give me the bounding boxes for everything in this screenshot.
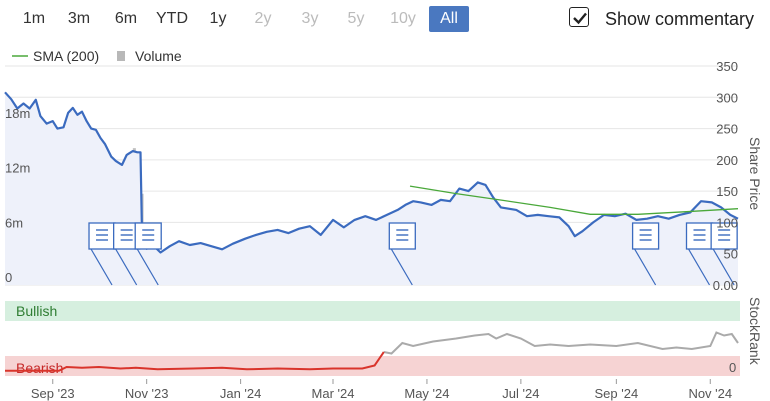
stockrank-axis-tick: 0	[729, 360, 736, 375]
document-icon	[142, 229, 155, 241]
commentary-marker	[88, 222, 116, 250]
range-button-all[interactable]: All	[429, 6, 469, 32]
price-tick-label: 350	[716, 59, 738, 74]
volume-legend-swatch	[117, 51, 125, 61]
range-button-ytd[interactable]: YTD	[156, 10, 188, 27]
commentary-markers	[88, 222, 738, 286]
sma-legend-label: SMA (200)	[33, 48, 99, 64]
price-tick-label: 200	[716, 153, 738, 168]
bullish-band	[5, 301, 740, 321]
x-tick-label: Sep '23	[31, 386, 75, 401]
x-tick-label: Mar '24	[312, 386, 355, 401]
volume-tick-label: 12m	[5, 161, 30, 176]
range-toolbar: 1m 3m 6m YTD 1y 2y 3y 5y 10y All Show co…	[0, 0, 770, 38]
bearish-label: Bearish	[16, 360, 63, 376]
price-tick-label: 150	[716, 184, 738, 199]
share-price-axis-label: Share Price	[747, 137, 763, 210]
range-button-10y[interactable]: 10y	[390, 10, 416, 27]
marker-pointer	[115, 248, 138, 286]
marker-pointer	[634, 248, 657, 286]
price-tick-label: 0.00	[713, 278, 738, 293]
marker-pointer	[712, 248, 735, 286]
range-button-1m[interactable]: 1m	[22, 10, 46, 27]
range-button-3m[interactable]: 3m	[67, 10, 91, 27]
marker-pointer	[687, 248, 711, 286]
stockrank-axis-label: StockRank	[747, 297, 763, 366]
document-icon	[693, 229, 706, 241]
marker-pointer	[390, 248, 413, 286]
show-commentary-label: Show commentary	[605, 9, 755, 29]
x-tick-label: Jan '24	[220, 386, 262, 401]
commentary-marker	[134, 222, 162, 250]
x-tick-label: Jul '24	[502, 386, 539, 401]
volume-axis-ticks: 18m 12m 6m 0	[5, 106, 30, 285]
checkmark-icon	[573, 12, 587, 25]
x-tick-label: Sep '24	[595, 386, 639, 401]
price-tick-label: 50	[724, 247, 738, 262]
range-button-1y[interactable]: 1y	[209, 10, 227, 27]
x-tick-label: Nov '24	[688, 386, 732, 401]
marker-pointer	[136, 248, 159, 286]
volume-tick-label: 18m	[5, 106, 30, 121]
price-tick-label: 100	[716, 215, 738, 230]
x-axis-ticks: Sep '23 Nov '23 Jan '24 Mar '24 May '24 Jul '…	[31, 379, 732, 401]
document-icon	[120, 229, 133, 241]
stockrank-line	[383, 331, 739, 355]
price-panel: 350 300 250 200 150 100 50 0.00 18m 12m 6m 0 Share…	[4, 59, 763, 293]
volume-tick-label: 0	[5, 270, 12, 285]
share-price-area	[5, 92, 738, 285]
commentary-marker	[685, 222, 714, 250]
commentary-marker	[710, 222, 738, 250]
price-tick-label: 250	[716, 122, 738, 137]
marker-pointer	[90, 248, 113, 286]
commentary-checkbox[interactable]	[569, 7, 589, 27]
document-icon	[96, 229, 109, 241]
range-button-6m[interactable]: 6m	[114, 10, 138, 27]
document-icon	[396, 229, 409, 241]
bullish-label: Bullish	[16, 303, 57, 319]
stockrank-bearish-line	[5, 351, 385, 372]
volume-tick-label: 6m	[5, 215, 23, 230]
document-icon	[718, 229, 731, 241]
range-button-5y[interactable]: 5y	[347, 10, 365, 27]
x-tick-label: May '24	[404, 386, 449, 401]
price-tick-label: 300	[716, 90, 738, 105]
price-axis-ticks: 350 300 250 200 150 100 50 0.00	[713, 59, 738, 293]
x-tick-label: Nov '23	[125, 386, 169, 401]
chart-legend: SMA (200) Volume	[12, 48, 182, 64]
volume-legend-label: Volume	[135, 48, 182, 64]
commentary-marker	[388, 222, 416, 250]
sma-200-line	[409, 185, 739, 215]
share-price-line	[4, 91, 739, 254]
stockrank-panel: Bullish Bearish StockRank 0	[5, 297, 763, 376]
document-icon	[639, 229, 652, 241]
commentary-marker	[631, 222, 660, 250]
range-button-2y[interactable]: 2y	[254, 10, 272, 27]
range-button-3y[interactable]: 3y	[301, 10, 319, 27]
